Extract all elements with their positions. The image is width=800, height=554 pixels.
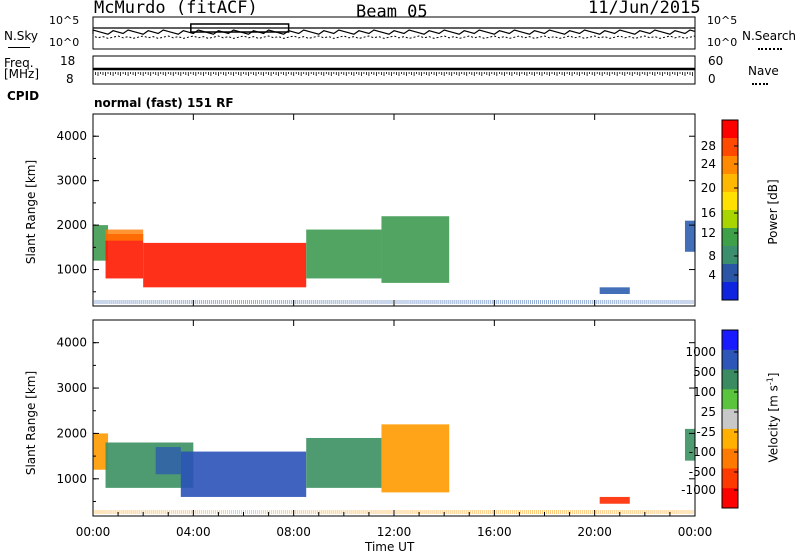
xtick-label-1: 04:00 — [176, 525, 211, 539]
velocity-panel-ylabel: Slant Range [km] — [24, 370, 38, 476]
velocity-colorbar-swatch-3 — [722, 389, 738, 410]
freq-unit-label: [MHz] — [4, 67, 40, 81]
log-tick-bottom-right: 10^0 — [707, 36, 738, 49]
log-tick-top-left: 10^5 — [49, 14, 80, 27]
data-region-0-2 — [143, 242, 307, 288]
power-colorbar-frame — [721, 119, 739, 301]
data-region-1-5 — [599, 496, 630, 504]
nave-tick-top: 60 — [708, 54, 724, 68]
data-region-0-3 — [306, 229, 382, 279]
cpid-value: normal (fast) 151 RF — [94, 96, 234, 110]
power-colorbar-swatch-1 — [722, 138, 738, 157]
data-region-1-2 — [180, 451, 307, 497]
power-edge-band — [105, 229, 144, 241]
velocity-colorbar-swatch-4 — [722, 409, 738, 430]
velocity-colorbar-swatch-5 — [722, 428, 738, 450]
xtick-label-3: 12:00 — [377, 525, 412, 539]
nave-trace — [92, 72, 693, 76]
data-region-1-0 — [93, 433, 109, 470]
velocity-colorbar-ticklabel-5: -100 — [689, 445, 716, 459]
power-colorbar-swatch-8 — [722, 264, 738, 283]
velocity-colorbar-frame — [721, 329, 739, 509]
xtick-label-5: 20:00 — [577, 525, 612, 539]
ytick-label-0-2: 2000 — [56, 218, 87, 232]
date-title: 11/Jun/2015 — [588, 0, 701, 18]
velocity-colorbar-swatch-6 — [722, 448, 738, 469]
nave-legend-line — [752, 83, 768, 85]
power-colorbar-ticklabel-3: 16 — [701, 206, 716, 220]
power-colorbar-swatch-4 — [722, 192, 738, 211]
data-region-0-1 — [105, 234, 144, 279]
nsearch-label: N.Search — [742, 29, 797, 43]
ytick-label-1-0: 4000 — [56, 336, 87, 350]
data-region-0-5 — [599, 287, 630, 294]
nsky-label: N.Sky — [4, 29, 39, 43]
data-region-1-3 — [306, 437, 382, 488]
log-tick-top-right: 10^5 — [707, 14, 738, 27]
freq-label: Freq. — [4, 56, 34, 70]
station-title: McMurdo (fitACF) — [94, 0, 258, 18]
power-colorbar-swatch-9 — [722, 282, 738, 301]
velocity-colorbar-ticklabel-7: -1000 — [681, 483, 716, 497]
ytick-label-0-0: 4000 — [56, 129, 87, 143]
ytick-label-1-2: 2000 — [56, 426, 87, 440]
xtick-label-0: 00:00 — [76, 525, 111, 539]
velocity-colorbar-swatch-1 — [722, 349, 738, 371]
xtick-label-6: 00:00 — [678, 525, 713, 539]
power-colorbar-label: Power [dB] — [766, 179, 780, 245]
nsky-underline — [8, 47, 30, 48]
log-tick-bottom-left: 10^0 — [49, 36, 80, 49]
velocity-colorbar-swatch-0 — [722, 330, 738, 351]
velocity-colorbar-swatch-8 — [722, 488, 738, 509]
nave-tick-bottom: 0 — [708, 72, 716, 86]
velocity-colorbar-swatch-2 — [722, 369, 738, 390]
power-panel-ylabel: Slant Range [km] — [24, 159, 38, 265]
power-colorbar-ticklabel-1: 24 — [701, 157, 716, 171]
velocity-colorbar-ticklabel-2: 100 — [693, 385, 716, 399]
ytick-label-1-3: 1000 — [56, 472, 87, 486]
nsearch-trace — [92, 35, 696, 39]
ytick-label-0-3: 1000 — [56, 263, 87, 277]
nsearch-legend-line — [758, 48, 782, 50]
x-axis-title: Time UT — [365, 540, 415, 554]
nsky-panel-frame — [92, 16, 696, 50]
data-region-0-0 — [93, 225, 109, 261]
velocity-colorbar-ticklabel-6: -500 — [689, 465, 716, 479]
power-colorbar-swatch-6 — [722, 228, 738, 247]
freq-tick-bottom: 8 — [66, 72, 74, 86]
data-region-1-6 — [684, 428, 695, 461]
ground-scatter-1 — [92, 510, 694, 514]
nsky-trace — [92, 29, 696, 35]
xtick-label-2: 08:00 — [276, 525, 311, 539]
power-colorbar-ticklabel-4: 12 — [701, 226, 716, 240]
ytick-label-1-1: 3000 — [56, 381, 87, 395]
cpid-label: CPID — [7, 89, 40, 103]
ground-scatter-0 — [92, 300, 694, 304]
data-region-0-6 — [684, 220, 695, 252]
nave-label: Nave — [748, 64, 779, 78]
power-colorbar-ticklabel-0: 28 — [701, 139, 716, 153]
power-colorbar-swatch-5 — [722, 210, 738, 229]
data-region-1-4 — [381, 424, 450, 493]
ytick-label-0-1: 3000 — [56, 174, 87, 188]
velocity-colorbar-label: Velocity [m s-1] — [765, 372, 781, 463]
data-region-0-4 — [381, 216, 450, 283]
power-colorbar-swatch-0 — [722, 120, 738, 139]
power-colorbar-swatch-2 — [722, 156, 738, 175]
power-colorbar-swatch-7 — [722, 246, 738, 265]
power-colorbar-ticklabel-6: 4 — [708, 268, 716, 282]
xtick-label-4: 16:00 — [477, 525, 512, 539]
velocity-colorbar-ticklabel-4: -25 — [696, 425, 716, 439]
power-colorbar-swatch-3 — [722, 174, 738, 193]
velocity-blue-patch — [155, 447, 181, 475]
velocity-colorbar-ticklabel-0: 1000 — [685, 345, 716, 359]
freq-tick-top: 18 — [60, 54, 76, 68]
velocity-colorbar-swatch-7 — [722, 468, 738, 489]
power-colorbar-ticklabel-5: 8 — [708, 249, 716, 263]
velocity-colorbar-ticklabel-3: 25 — [701, 405, 716, 419]
velocity-colorbar-ticklabel-1: 500 — [693, 365, 716, 379]
power-colorbar-ticklabel-2: 20 — [701, 181, 716, 195]
